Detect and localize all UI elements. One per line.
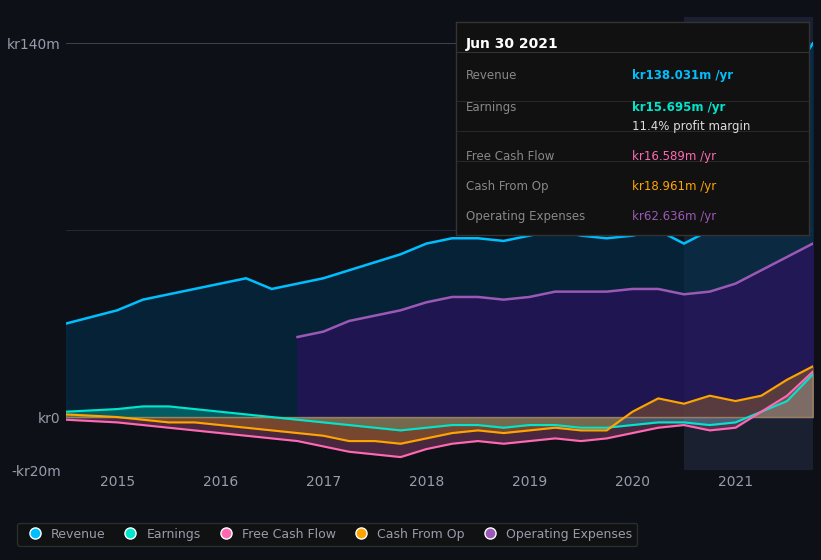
Text: kr18.961m /yr: kr18.961m /yr <box>632 180 717 193</box>
Text: kr62.636m /yr: kr62.636m /yr <box>632 209 717 223</box>
Legend: Revenue, Earnings, Free Cash Flow, Cash From Op, Operating Expenses: Revenue, Earnings, Free Cash Flow, Cash … <box>17 523 637 546</box>
Text: Operating Expenses: Operating Expenses <box>466 209 585 223</box>
Text: kr16.589m /yr: kr16.589m /yr <box>632 150 716 163</box>
Text: Earnings: Earnings <box>466 101 517 114</box>
Bar <box>684 17 813 470</box>
Text: kr15.695m /yr: kr15.695m /yr <box>632 101 726 114</box>
Text: Revenue: Revenue <box>466 69 517 82</box>
Text: Free Cash Flow: Free Cash Flow <box>466 150 555 163</box>
Text: 11.4% profit margin: 11.4% profit margin <box>632 120 750 133</box>
Text: Cash From Op: Cash From Op <box>466 180 548 193</box>
Text: Jun 30 2021: Jun 30 2021 <box>466 38 559 52</box>
Text: kr138.031m /yr: kr138.031m /yr <box>632 69 733 82</box>
